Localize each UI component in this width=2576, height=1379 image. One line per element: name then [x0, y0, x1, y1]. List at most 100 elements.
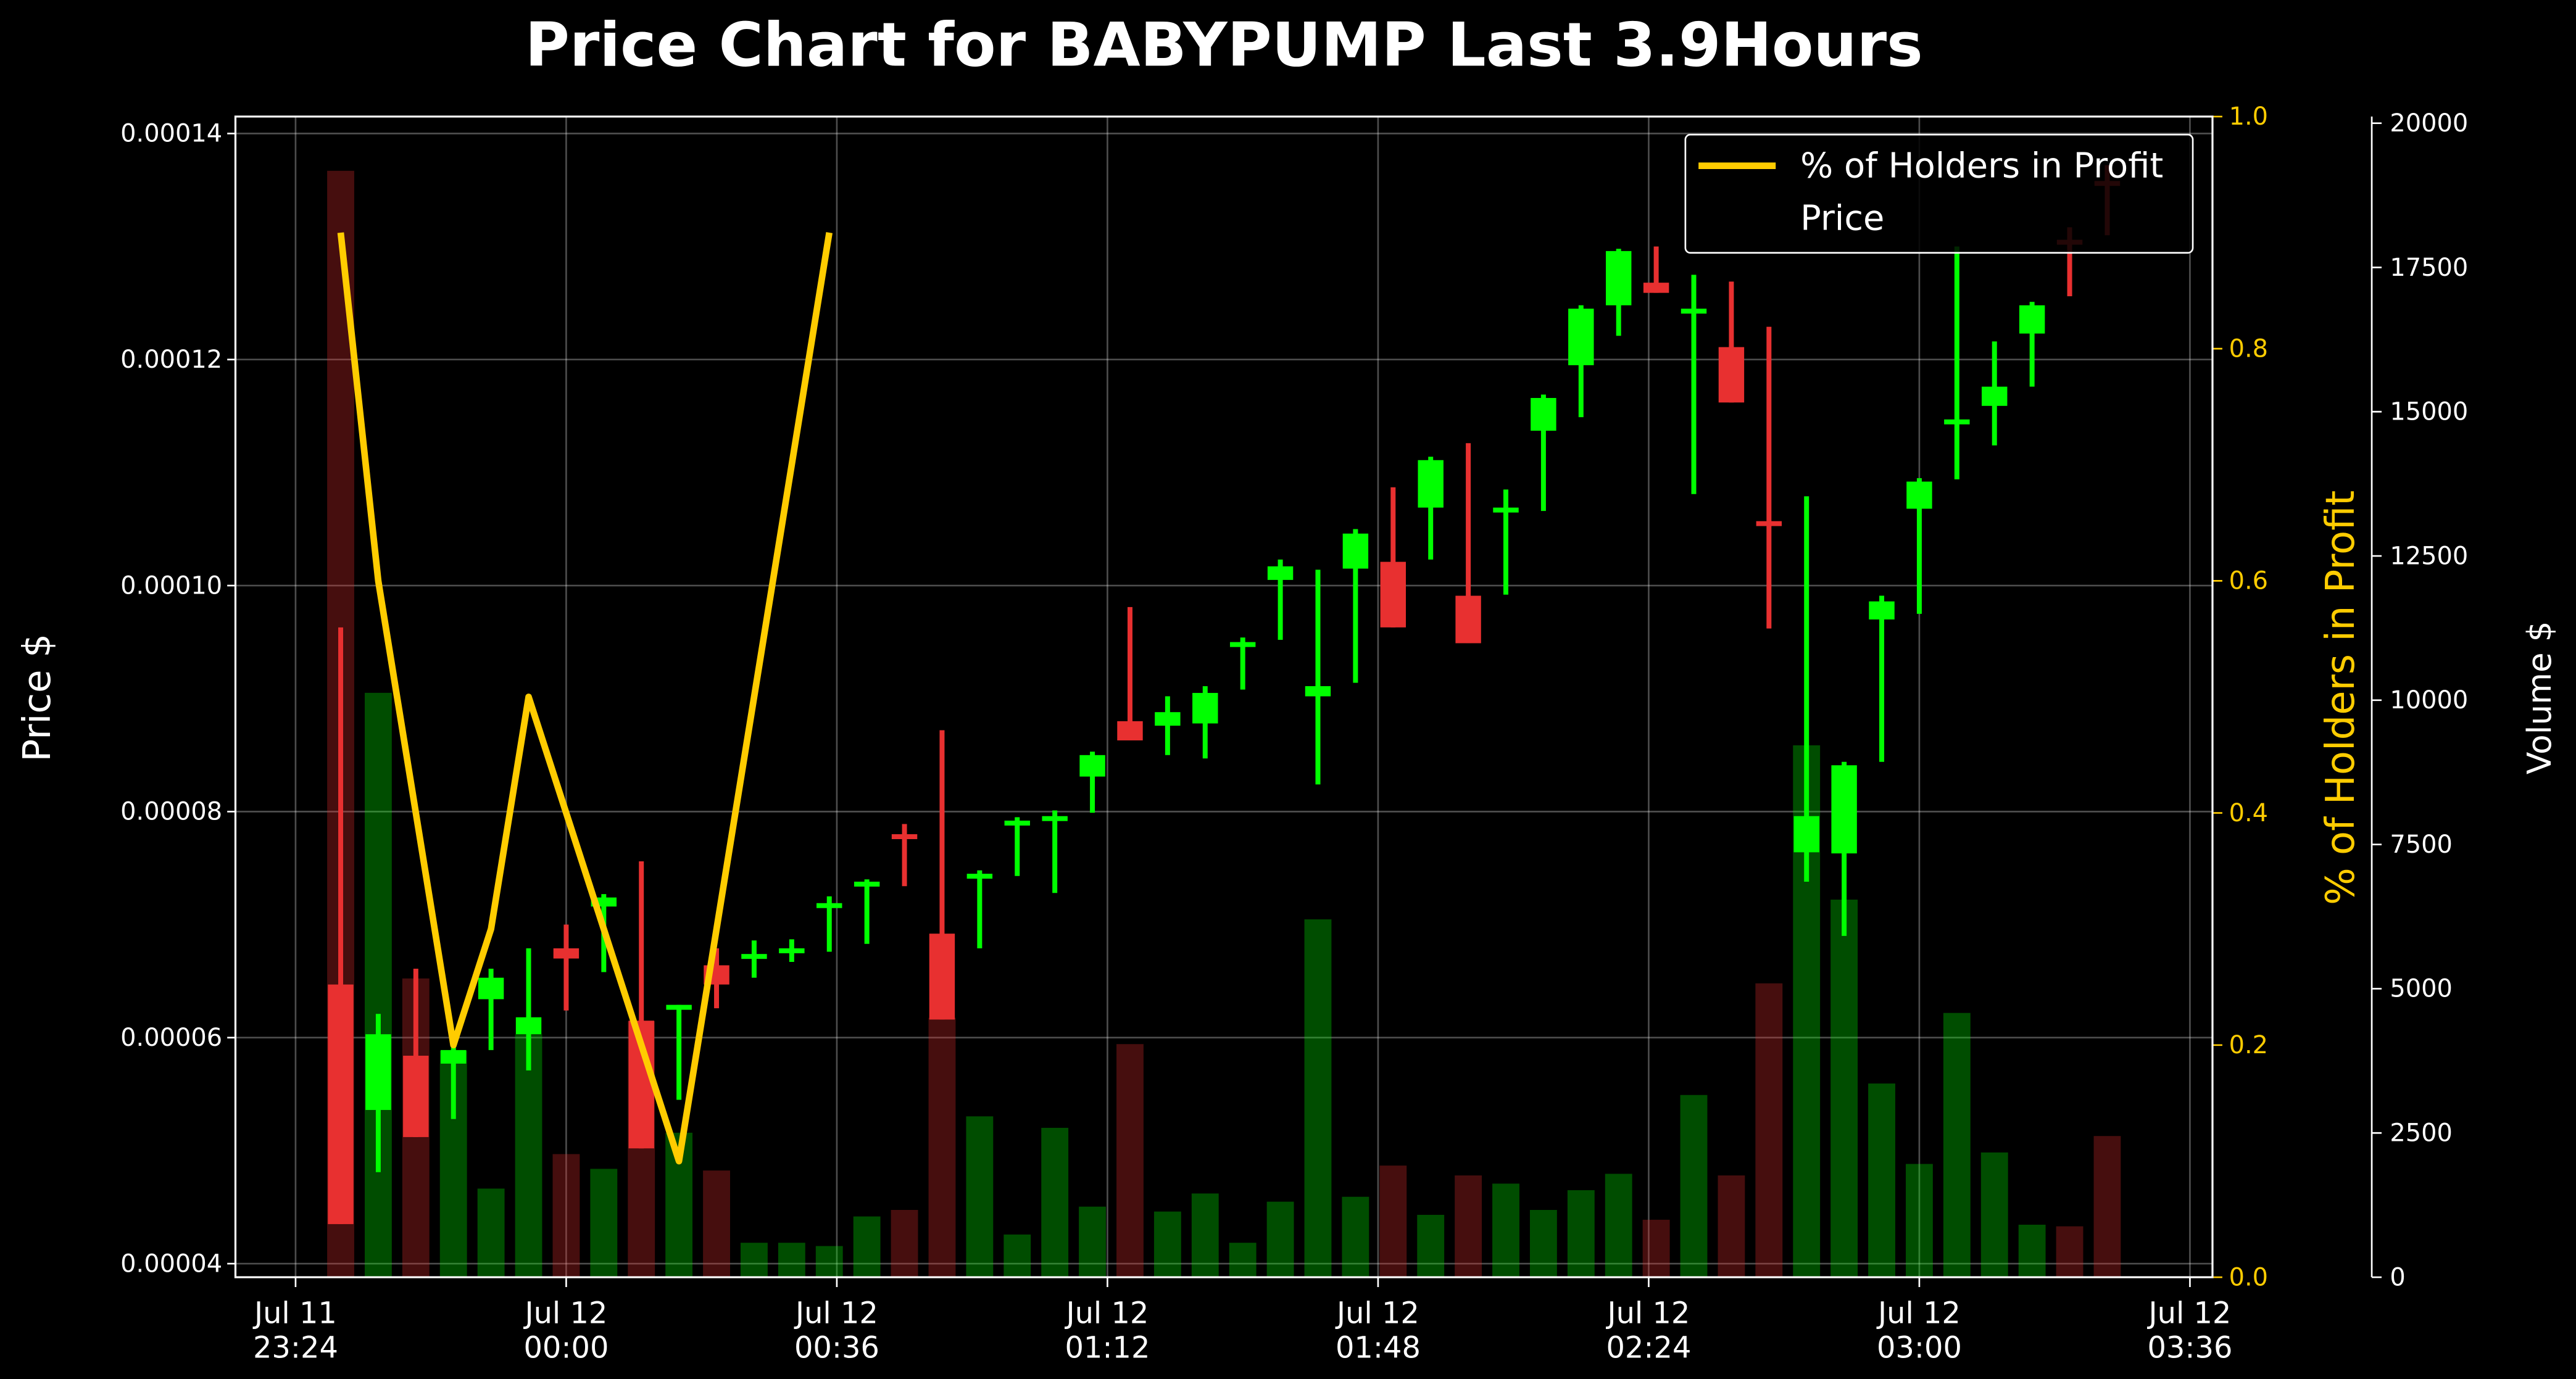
y2-tick-label: 1.0: [2229, 102, 2268, 131]
candle-body: [854, 881, 880, 887]
y-tick-label: 0.00006: [120, 1024, 222, 1052]
y2-tick-label: 0.4: [2229, 799, 2268, 827]
y3-tick-label: 0: [2390, 1263, 2405, 1291]
x-tick-label-line: 01:48: [1336, 1331, 1421, 1365]
candle-body: [515, 1017, 542, 1035]
volume-bar: [1680, 1095, 1708, 1278]
volume-bar: [364, 692, 392, 1278]
volume-bar: [853, 1216, 881, 1278]
candle-body: [1079, 755, 1105, 777]
y2-tick-label: 0.8: [2229, 334, 2268, 363]
candle-body: [441, 1050, 467, 1064]
candle-body: [365, 1034, 391, 1110]
candle-body: [478, 977, 504, 1000]
candle-body: [403, 1056, 429, 1137]
y3-tick-label: 20000: [2390, 109, 2468, 138]
y3-tick-label: 15000: [2390, 398, 2468, 426]
x-tick-label-line: 03:00: [1877, 1331, 1962, 1365]
candle-body: [1831, 765, 1857, 854]
x-tick-label-line: Jul 12: [523, 1297, 607, 1331]
volume-bar: [2018, 1224, 2046, 1278]
volume-bar: [703, 1170, 730, 1278]
y-tick-label: 0.00010: [120, 571, 222, 600]
volume-bar: [1718, 1175, 1745, 1278]
candle-body: [328, 984, 354, 1224]
x-tick-label: Jul 12 00:36: [794, 1297, 879, 1365]
y2-axis-label: % of Holders in Profit: [2318, 491, 2364, 905]
x-tick-label-line: Jul 12: [1064, 1297, 1149, 1331]
y-tick-label: 0.00014: [120, 120, 222, 148]
candle-body: [1906, 481, 1932, 509]
volume-bar: [1605, 1174, 1632, 1278]
volume-bar: [1492, 1183, 1519, 1278]
plot-frame: [234, 115, 2214, 1278]
candle-body: [1531, 397, 1556, 431]
candle-body: [1267, 566, 1294, 580]
candle-body: [1982, 386, 2008, 406]
volume-bar: [1079, 1206, 1106, 1278]
candle-body: [1342, 533, 1369, 569]
volume-bar: [590, 1169, 618, 1278]
candle-body: [1568, 309, 1594, 365]
y2-tick-label: 0.2: [2229, 1031, 2268, 1059]
volume-bar: [1342, 1196, 1369, 1278]
x-tick-label-line: Jul 12: [1605, 1297, 1690, 1331]
volume-bar: [1304, 919, 1332, 1278]
x-tick-label-line: 01:12: [1065, 1331, 1150, 1365]
profit-line: [337, 232, 833, 1165]
x-tick-label-line: Jul 12: [1876, 1297, 1961, 1331]
volume-bar: [966, 1116, 994, 1278]
y-axis-label: Price $: [15, 634, 59, 762]
candle-body: [1493, 507, 1519, 513]
volume-bar: [1755, 983, 1783, 1278]
x-tick-label-line: Jul 12: [2146, 1297, 2231, 1331]
volume-bar: [1830, 900, 1858, 1278]
volume-bar: [1943, 1013, 1971, 1278]
candle-body: [1681, 309, 1707, 314]
volume-bar: [552, 1154, 580, 1278]
y2-tick-label: 0.6: [2229, 567, 2268, 595]
volume-bar: [815, 1246, 843, 1278]
legend-box: [1684, 133, 2194, 254]
volume-bar: [1266, 1201, 1294, 1278]
x-tick-label: Jul 12 00:00: [523, 1297, 609, 1365]
volume-bar: [515, 1034, 542, 1278]
volume-bar: [1529, 1209, 1557, 1278]
x-tick-label: Jul 12 02:24: [1605, 1297, 1691, 1365]
candle-body: [1793, 816, 1819, 853]
candle-body: [816, 903, 842, 908]
y3-axis-label: Volume $: [2520, 621, 2559, 774]
volume-bar: [1567, 1190, 1595, 1278]
volume-bar: [2093, 1136, 2121, 1278]
x-tick-label-line: Jul 12: [794, 1297, 878, 1331]
volume-bar: [1379, 1166, 1407, 1278]
candle-body: [1004, 821, 1030, 826]
volume-bar: [1041, 1127, 1069, 1278]
candle-body: [1380, 561, 1406, 627]
candle-body: [1305, 686, 1331, 697]
x-tick-label-line: 23:24: [253, 1331, 338, 1365]
volume-bar: [1116, 1044, 1144, 1278]
volume-bar: [1229, 1243, 1257, 1278]
volume-bar: [891, 1209, 918, 1278]
candle-body: [1229, 642, 1256, 647]
candle-body: [1869, 601, 1895, 620]
y-tick-label: 0.00008: [120, 798, 222, 826]
legend-label: % of Holders in Profit: [1800, 146, 2163, 186]
volume-bar: [1191, 1193, 1219, 1278]
y2-tick-label: 0.0: [2229, 1263, 2268, 1291]
y3-tick-label: 17500: [2390, 254, 2468, 282]
y3-tick-label: 10000: [2390, 686, 2468, 714]
y3-tick-label: 12500: [2390, 542, 2468, 570]
candle-body: [1042, 816, 1068, 821]
x-tick-label: Jul 12 01:48: [1335, 1297, 1421, 1365]
candle-body: [2019, 305, 2045, 334]
volume-bar: [477, 1188, 505, 1278]
y-tick-label: 0.00012: [120, 346, 222, 374]
volume-bar: [1868, 1083, 1895, 1278]
candle-body: [1718, 347, 1745, 403]
legend-label: Price: [1800, 198, 1884, 238]
candle-body: [1756, 521, 1782, 526]
candle-body: [1606, 251, 1632, 305]
